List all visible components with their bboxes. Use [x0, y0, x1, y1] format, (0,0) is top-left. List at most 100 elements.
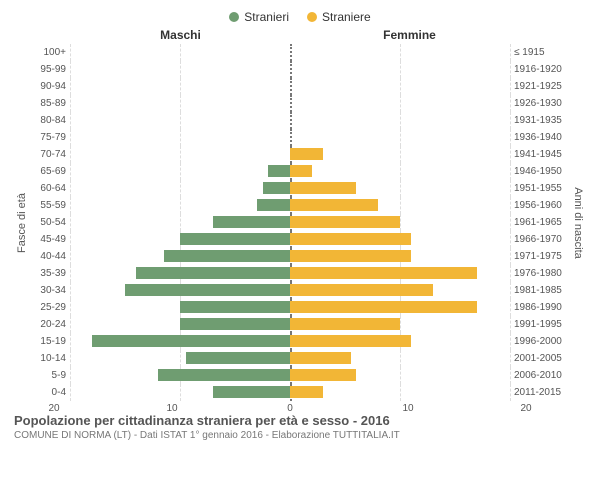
legend-label-female: Straniere: [322, 10, 371, 24]
bar-male: [180, 301, 290, 313]
age-row: 65-69 1946-1950: [30, 163, 570, 180]
birth-label: 2001-2005: [510, 353, 570, 364]
legend-label-male: Stranieri: [244, 10, 289, 24]
bar-female: [290, 199, 378, 211]
bar-male: [186, 352, 291, 364]
bar-zone: [70, 265, 510, 282]
age-row: 100+ ≤ 1915: [30, 44, 570, 61]
bar-male: [164, 250, 291, 262]
yaxis-left: Fasce di età: [14, 44, 30, 401]
swatch-male: [229, 12, 239, 22]
bar-zone: [70, 367, 510, 384]
age-label: 5-9: [30, 370, 70, 381]
age-label: 55-59: [30, 200, 70, 211]
bar-zone: [70, 180, 510, 197]
birth-label: 1961-1965: [510, 217, 570, 228]
legend: Stranieri Straniere: [14, 10, 586, 24]
bar-zone: [70, 61, 510, 78]
age-row: 35-39 1976-1980: [30, 265, 570, 282]
age-label: 90-94: [30, 81, 70, 92]
birth-label: 1966-1970: [510, 234, 570, 245]
age-row: 10-14 2001-2005: [30, 350, 570, 367]
birth-label: ≤ 1915: [510, 47, 570, 58]
bar-male: [180, 233, 290, 245]
bar-zone: [70, 78, 510, 95]
xtick: 10: [166, 403, 177, 414]
bar-female: [290, 267, 477, 279]
age-label: 25-29: [30, 302, 70, 313]
age-row: 45-49 1966-1970: [30, 231, 570, 248]
age-label: 35-39: [30, 268, 70, 279]
age-label: 100+: [30, 47, 70, 58]
xtick: 0: [287, 403, 293, 414]
xtick: 10: [402, 403, 413, 414]
bar-male: [92, 335, 290, 347]
birth-label: 1921-1925: [510, 81, 570, 92]
bar-zone: [70, 163, 510, 180]
age-label: 0-4: [30, 387, 70, 398]
chart-subtitle: COMUNE DI NORMA (LT) - Dati ISTAT 1° gen…: [14, 430, 586, 441]
legend-item-male: Stranieri: [229, 10, 289, 24]
age-row: 15-19 1996-2000: [30, 333, 570, 350]
bar-female: [290, 233, 411, 245]
bar-female: [290, 369, 356, 381]
birth-label: 1971-1975: [510, 251, 570, 262]
chart-title: Popolazione per cittadinanza straniera p…: [14, 413, 586, 428]
age-label: 80-84: [30, 115, 70, 126]
age-label: 20-24: [30, 319, 70, 330]
birth-label: 1981-1985: [510, 285, 570, 296]
birth-label: 1956-1960: [510, 200, 570, 211]
age-row: 60-64 1951-1955: [30, 180, 570, 197]
age-label: 45-49: [30, 234, 70, 245]
bar-zone: [70, 146, 510, 163]
section-headers: Maschi Femmine: [14, 28, 586, 42]
bar-female: [290, 165, 312, 177]
age-row: 0-4 2011-2015: [30, 384, 570, 401]
bar-zone: [70, 112, 510, 129]
birth-label: 2006-2010: [510, 370, 570, 381]
xtick: 20: [48, 403, 59, 414]
age-label: 65-69: [30, 166, 70, 177]
age-label: 75-79: [30, 132, 70, 143]
swatch-female: [307, 12, 317, 22]
birth-label: 1991-1995: [510, 319, 570, 330]
age-label: 50-54: [30, 217, 70, 228]
birth-label: 1936-1940: [510, 132, 570, 143]
age-label: 85-89: [30, 98, 70, 109]
bar-zone: [70, 129, 510, 146]
age-row: 75-79 1936-1940: [30, 129, 570, 146]
age-row: 5-9 2006-2010: [30, 367, 570, 384]
bar-zone: [70, 282, 510, 299]
bar-female: [290, 318, 400, 330]
birth-label: 1916-1920: [510, 64, 570, 75]
birth-label: 1941-1945: [510, 149, 570, 160]
age-row: 50-54 1961-1965: [30, 214, 570, 231]
bar-female: [290, 182, 356, 194]
age-label: 10-14: [30, 353, 70, 364]
chart: 100+ ≤ 1915 95-99 1916-1920 90-94 1921-1…: [30, 44, 570, 401]
bar-zone: [70, 44, 510, 61]
bar-zone: [70, 197, 510, 214]
bar-male: [213, 216, 290, 228]
age-label: 95-99: [30, 64, 70, 75]
bar-male: [213, 386, 290, 398]
age-row: 55-59 1956-1960: [30, 197, 570, 214]
birth-label: 2011-2015: [510, 387, 570, 398]
bar-zone: [70, 248, 510, 265]
age-row: 40-44 1971-1975: [30, 248, 570, 265]
birth-label: 1946-1950: [510, 166, 570, 177]
age-label: 30-34: [30, 285, 70, 296]
bar-female: [290, 250, 411, 262]
age-row: 90-94 1921-1925: [30, 78, 570, 95]
bar-male: [257, 199, 290, 211]
footer: Popolazione per cittadinanza straniera p…: [14, 413, 586, 441]
age-row: 95-99 1916-1920: [30, 61, 570, 78]
chart-wrap: Fasce di età 100+ ≤ 1915 95-99 1916-1920…: [14, 44, 586, 401]
bar-zone: [70, 316, 510, 333]
age-row: 25-29 1986-1990: [30, 299, 570, 316]
bar-zone: [70, 384, 510, 401]
bar-male: [180, 318, 290, 330]
yaxis-right: Anni di nascita: [570, 44, 586, 401]
age-label: 40-44: [30, 251, 70, 262]
bar-female: [290, 352, 351, 364]
